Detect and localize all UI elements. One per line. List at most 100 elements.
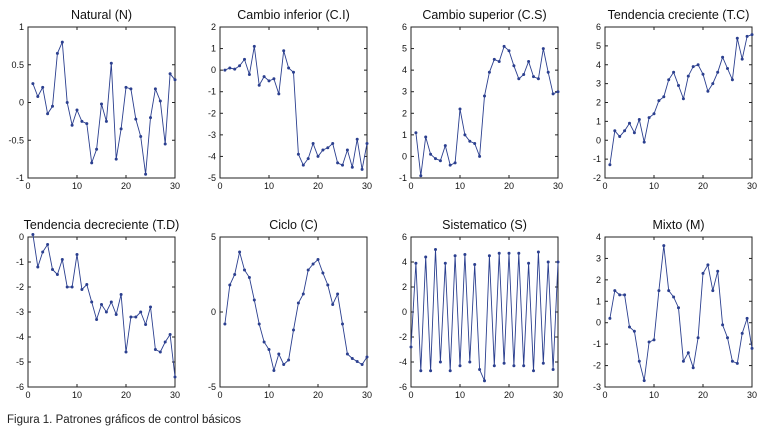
data-point bbox=[223, 68, 227, 72]
data-point bbox=[341, 322, 344, 326]
y-tick-label: 0 bbox=[19, 232, 24, 242]
data-point bbox=[419, 174, 423, 178]
x-tick-label: 0 bbox=[408, 181, 413, 191]
data-point bbox=[129, 315, 133, 319]
data-point bbox=[623, 129, 627, 133]
data-point bbox=[711, 82, 715, 86]
data-point bbox=[686, 351, 690, 355]
y-tick-label: 2 bbox=[402, 108, 407, 118]
data-point bbox=[507, 49, 511, 53]
x-tick-label: 20 bbox=[121, 390, 131, 400]
data-point bbox=[355, 360, 359, 363]
data-point bbox=[522, 73, 526, 76]
series-line bbox=[32, 41, 176, 175]
y-tick-label: 0 bbox=[19, 98, 24, 108]
y-tick-label: -2 bbox=[399, 332, 407, 342]
data-point bbox=[134, 117, 138, 121]
x-tick-label: 10 bbox=[72, 181, 82, 191]
y-tick-label: -2 bbox=[593, 361, 601, 371]
data-point bbox=[492, 364, 496, 368]
data-point bbox=[80, 119, 84, 123]
data-point bbox=[360, 167, 364, 171]
data-point bbox=[296, 301, 300, 305]
data-point bbox=[85, 283, 89, 286]
data-point bbox=[326, 146, 330, 150]
data-point bbox=[350, 357, 354, 360]
x-tick-label: 0 bbox=[217, 181, 222, 191]
y-tick-label: 2 bbox=[596, 98, 601, 108]
data-point bbox=[434, 248, 437, 251]
data-point bbox=[139, 310, 143, 314]
data-point bbox=[55, 273, 59, 276]
data-point bbox=[696, 336, 700, 340]
data-point bbox=[292, 328, 295, 332]
data-point bbox=[31, 233, 35, 236]
data-point bbox=[551, 92, 555, 96]
data-point bbox=[483, 379, 486, 383]
data-point bbox=[144, 323, 148, 326]
y-tick-label: 6 bbox=[402, 22, 407, 32]
data-point bbox=[149, 305, 152, 309]
data-point bbox=[65, 101, 69, 104]
data-point bbox=[419, 369, 423, 373]
data-point bbox=[726, 336, 729, 340]
data-point bbox=[522, 364, 526, 368]
data-point bbox=[233, 67, 237, 71]
data-point bbox=[453, 161, 457, 165]
data-point bbox=[512, 364, 516, 368]
data-point bbox=[492, 57, 496, 61]
data-point bbox=[473, 142, 477, 145]
data-point bbox=[46, 112, 50, 116]
x-tick-label: 20 bbox=[121, 181, 131, 191]
data-point bbox=[637, 359, 641, 363]
y-tick-label: -5 bbox=[16, 357, 24, 367]
data-point bbox=[321, 148, 325, 152]
data-point bbox=[365, 142, 369, 145]
data-point bbox=[119, 127, 123, 131]
series-line bbox=[609, 34, 753, 165]
data-point bbox=[637, 118, 641, 121]
y-tick-label: 5 bbox=[211, 232, 216, 242]
x-tick-label: 10 bbox=[264, 181, 274, 191]
data-point bbox=[750, 346, 754, 350]
x-tick-label: 10 bbox=[455, 181, 465, 191]
data-point bbox=[429, 152, 433, 156]
data-point bbox=[163, 340, 167, 344]
x-tick-label: 20 bbox=[313, 390, 323, 400]
data-point bbox=[706, 263, 710, 267]
data-point bbox=[173, 375, 177, 379]
data-point bbox=[735, 36, 739, 40]
y-tick-label: 2 bbox=[596, 275, 601, 285]
data-point bbox=[41, 85, 45, 89]
data-point bbox=[223, 322, 227, 326]
x-tick-label: 0 bbox=[602, 390, 607, 400]
data-point bbox=[55, 51, 59, 55]
data-point bbox=[657, 289, 661, 293]
data-point bbox=[85, 122, 89, 126]
data-point bbox=[642, 140, 646, 144]
data-point bbox=[458, 364, 462, 368]
data-point bbox=[168, 333, 172, 336]
y-tick-label: 3 bbox=[402, 87, 407, 97]
data-point bbox=[608, 316, 612, 320]
data-point bbox=[745, 34, 749, 38]
data-point bbox=[104, 119, 108, 123]
chart-title: Cambio inferior (C.I) bbox=[237, 8, 350, 22]
x-tick-label: 30 bbox=[553, 181, 563, 191]
plot-frame bbox=[27, 236, 176, 388]
data-point bbox=[149, 116, 152, 120]
y-tick-label: -1 bbox=[16, 173, 24, 183]
data-point bbox=[301, 163, 305, 167]
data-point bbox=[652, 338, 656, 342]
x-tick-label: 10 bbox=[72, 390, 82, 400]
data-point bbox=[681, 359, 685, 363]
y-tick-label: 2 bbox=[211, 22, 216, 32]
data-point bbox=[618, 135, 622, 138]
data-point bbox=[301, 292, 305, 296]
data-point bbox=[443, 144, 447, 148]
y-tick-label: 0 bbox=[596, 135, 601, 145]
data-point bbox=[667, 289, 671, 293]
data-point bbox=[483, 94, 486, 98]
data-point bbox=[51, 104, 54, 108]
data-point bbox=[517, 251, 521, 255]
